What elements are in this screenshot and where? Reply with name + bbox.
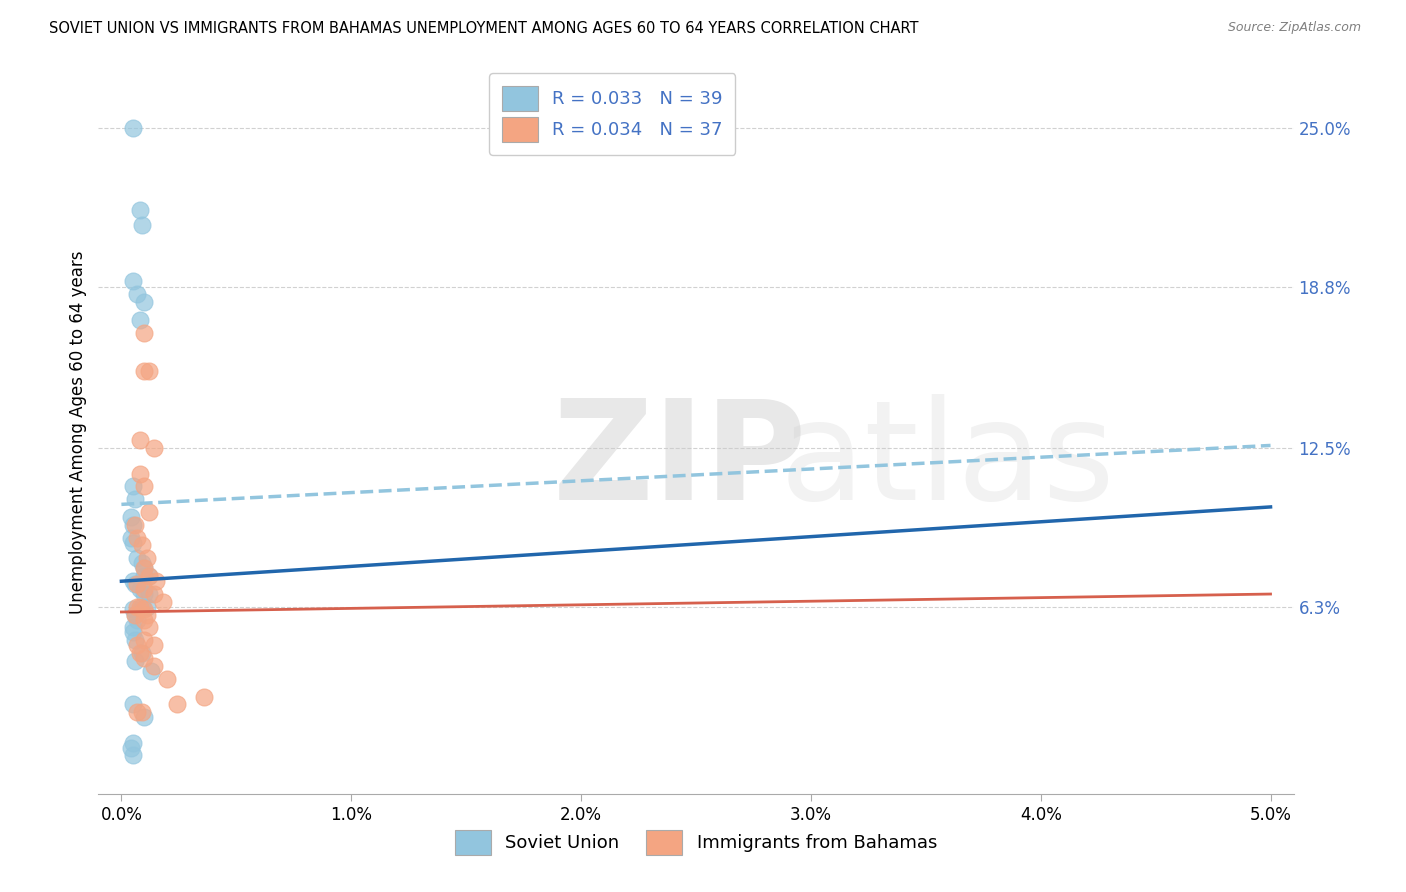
Point: [128, 202, 150, 217]
Point: [152, 595, 174, 609]
Point: [128, 313, 150, 327]
Text: Source: ZipAtlas.com: Source: ZipAtlas.com: [1227, 21, 1361, 34]
Point: [134, 710, 156, 724]
Point: [135, 551, 157, 566]
Point: [134, 479, 156, 493]
Point: [138, 364, 160, 378]
Point: [131, 538, 153, 552]
Point: [131, 599, 153, 614]
Point: [127, 705, 149, 719]
Point: [134, 295, 156, 310]
Point: [124, 576, 146, 591]
Point: [120, 510, 142, 524]
Point: [124, 492, 146, 507]
Point: [127, 613, 149, 627]
Point: [122, 602, 145, 616]
Point: [134, 561, 156, 575]
Point: [122, 536, 145, 550]
Point: [127, 287, 149, 301]
Point: [145, 574, 167, 589]
Point: [122, 625, 145, 640]
Point: [122, 275, 145, 289]
Point: [142, 658, 165, 673]
Point: [131, 556, 153, 570]
Point: [128, 646, 150, 660]
Text: ZIP: ZIP: [553, 394, 807, 529]
Point: [124, 517, 146, 532]
Point: [138, 587, 160, 601]
Point: [138, 505, 160, 519]
Point: [134, 633, 156, 648]
Point: [122, 736, 145, 750]
Point: [134, 326, 156, 340]
Point: [124, 654, 146, 668]
Point: [128, 582, 150, 596]
Point: [120, 531, 142, 545]
Legend: Soviet Union, Immigrants from Bahamas: Soviet Union, Immigrants from Bahamas: [446, 821, 946, 864]
Y-axis label: Unemployment Among Ages 60 to 64 years: Unemployment Among Ages 60 to 64 years: [69, 251, 87, 615]
Point: [134, 602, 156, 616]
Point: [124, 607, 146, 622]
Point: [122, 120, 145, 135]
Point: [142, 587, 165, 601]
Point: [138, 569, 160, 583]
Point: [128, 599, 150, 614]
Point: [122, 479, 145, 493]
Point: [127, 576, 149, 591]
Point: [134, 587, 156, 601]
Point: [127, 551, 149, 566]
Point: [124, 607, 146, 622]
Point: [122, 574, 145, 589]
Point: [141, 664, 163, 678]
Point: [193, 690, 215, 704]
Point: [131, 218, 153, 232]
Point: [142, 441, 165, 455]
Point: [135, 599, 157, 614]
Point: [122, 517, 145, 532]
Point: [135, 607, 157, 622]
Point: [127, 531, 149, 545]
Point: [122, 748, 145, 763]
Point: [138, 569, 160, 583]
Point: [134, 569, 156, 583]
Point: [134, 364, 156, 378]
Point: [124, 633, 146, 648]
Text: SOVIET UNION VS IMMIGRANTS FROM BAHAMAS UNEMPLOYMENT AMONG AGES 60 TO 64 YEARS C: SOVIET UNION VS IMMIGRANTS FROM BAHAMAS …: [49, 21, 918, 36]
Point: [138, 620, 160, 634]
Point: [134, 561, 156, 575]
Point: [131, 705, 153, 719]
Point: [134, 582, 156, 596]
Point: [166, 697, 188, 711]
Point: [128, 434, 150, 448]
Point: [127, 638, 149, 652]
Point: [120, 740, 142, 755]
Point: [134, 613, 156, 627]
Point: [134, 651, 156, 665]
Point: [142, 638, 165, 652]
Text: atlas: atlas: [779, 394, 1115, 529]
Point: [122, 620, 145, 634]
Point: [131, 646, 153, 660]
Point: [128, 467, 150, 481]
Point: [127, 599, 149, 614]
Point: [156, 672, 179, 686]
Point: [122, 697, 145, 711]
